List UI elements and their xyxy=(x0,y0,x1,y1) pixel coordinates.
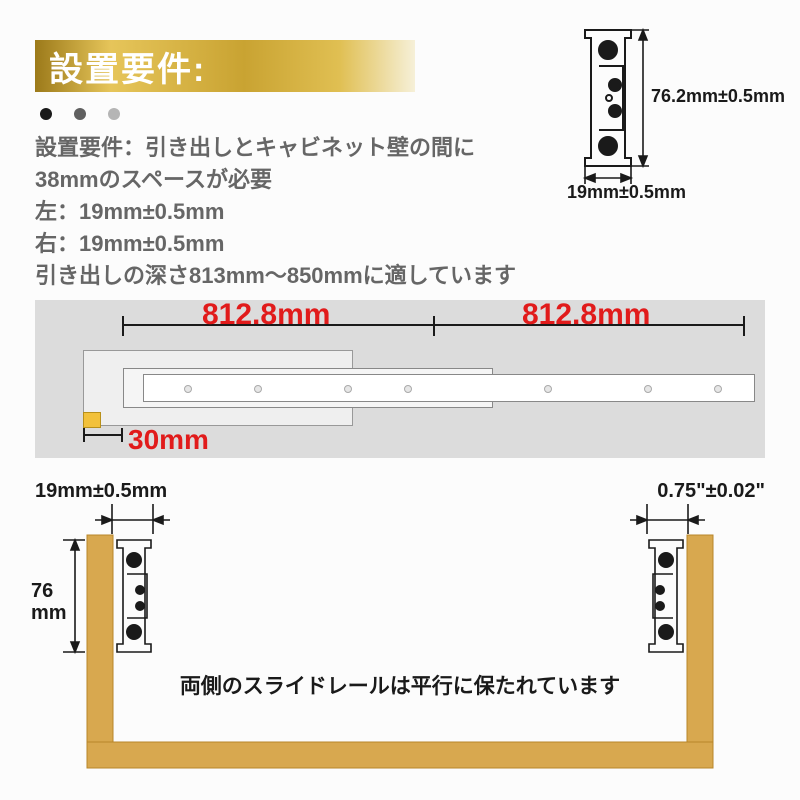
spec-text: 設置要件：引き出しとキャビネット壁の間に 38mmのスペースが必要 左：19mm… xyxy=(35,132,516,291)
cabinet-svg xyxy=(35,480,765,775)
cabinet-height-label: 76 mm xyxy=(31,580,67,624)
rail-length-label: 812.8mm xyxy=(202,298,330,332)
cross-section-width-label: 19mm±0.5mm xyxy=(567,182,686,203)
rail-offset-label: 30mm xyxy=(128,424,209,456)
rail-top-dimension: 812.8mm 812.8mm xyxy=(122,304,745,334)
spec-line: 38mmのスペースが必要 xyxy=(35,164,516,196)
rail-cross-section: 76.2mm±0.5mm 19mm±0.5mm xyxy=(573,8,758,200)
spec-line: 設置要件：引き出しとキャビネット壁の間に xyxy=(35,132,516,164)
rail-bottom-dimension xyxy=(83,428,123,458)
rail-extension-diagram: 812.8mm 812.8mm 30mm xyxy=(35,300,765,458)
spec-line: 引き出しの深さ813mm〜850mmに適しています xyxy=(35,260,516,292)
left-gap-label: 19mm±0.5mm xyxy=(35,480,167,503)
rail-body xyxy=(83,350,755,426)
cabinet-center-text: 両側のスライドレールは平行に保たれています xyxy=(35,670,765,700)
banner-title: 設置要件: xyxy=(35,42,206,91)
indicator-dots xyxy=(40,108,120,120)
right-gap-label: 0.75"±0.02" xyxy=(657,480,765,503)
cabinet-diagram: 19mm±0.5mm 0.75"±0.02" xyxy=(35,480,765,775)
cross-section-height-label: 76.2mm±0.5mm xyxy=(651,86,785,107)
dot xyxy=(40,108,52,120)
dot xyxy=(108,108,120,120)
dot xyxy=(74,108,86,120)
spec-line: 左：19mm±0.5mm xyxy=(35,196,516,228)
rail-length-label: 812.8mm xyxy=(522,298,650,332)
spec-line: 右：19mm±0.5mm xyxy=(35,228,516,260)
banner: 設置要件: xyxy=(35,40,415,92)
